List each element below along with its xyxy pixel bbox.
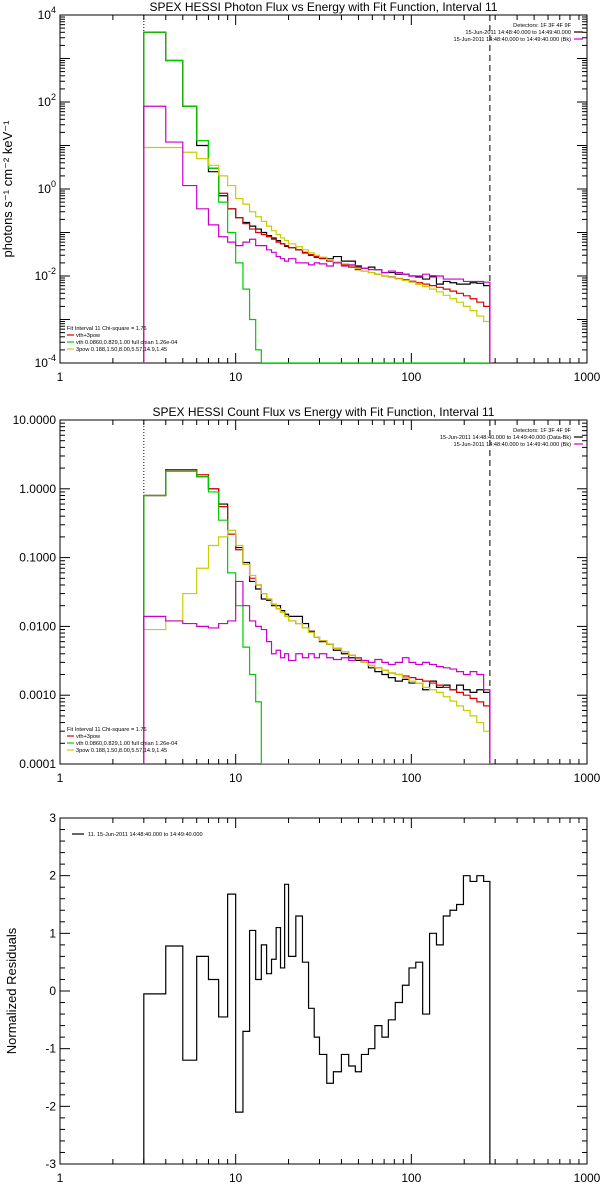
legend-entry: vth+3pow [76,333,101,339]
chart-title: SPEX HESSI Photon Flux vs Energy with Fi… [150,0,498,14]
legend-entry: 15-Jun-2011 14:48:40.000 to 14:49:40.000… [440,435,571,441]
x-tick-label: 10 [229,370,243,384]
y-tick-label: 0.0001 [19,757,56,771]
legend-entry: vth 0.0860,0.829,1.00 full chian 1.26e-0… [76,741,177,747]
legend-entry: 3pow 0.188,1.50,8.00,5.57,14.9,1.45 [76,347,167,353]
plot-frame [59,419,588,765]
x-tick-label: 100 [401,370,421,384]
y-tick-label: 1.0000 [19,482,56,496]
series-group [143,875,491,1164]
y-tick-label: 104 [38,5,56,22]
series-line-1 [143,875,491,1164]
legend-entry: 11. 15-Jun-2011 14:48:40.000 to 14:49:40… [88,832,203,838]
x-tick-label: 10 [229,771,243,785]
y-axis: 10-4 10-2 100 102 104 [35,5,587,370]
y-tick-label: 0.0010 [19,688,56,702]
legend-interval: 11. 15-Jun-2011 14:48:40.000 to 14:49:40… [72,832,203,838]
x-tick-label: 1000 [574,370,600,384]
x-tick-label: 1 [57,771,64,785]
series-line-1 [143,31,491,363]
series-line-4 [143,529,491,764]
series-line-3 [143,470,490,764]
series-line-1 [143,469,491,764]
legend-fit: Fit Interval 11 Chi-square = 1.76vth+3po… [67,727,177,754]
legend-entry: vth 0.0860,0.829,1.00 full chian 1.26e-0… [76,340,177,346]
y-tick-label: 1 [49,926,56,940]
chart-3: 1 10 100 1000 -3 -2 -1 0 1 2 3 Normalized Residuals… [4,811,600,1185]
series-group [143,31,491,363]
x-tick-label: 1 [57,1171,64,1185]
legend-entry: Detectors: 1F 3F 4F 9F [513,428,571,434]
y-tick-label: 102 [38,92,56,109]
y-axis: 0.0001 0.0010 0.0100 0.1000 1.0000 10.0000 [13,413,587,771]
legend-entry: 3pow 0.188,1.50,8.00,5.57,14.9,1.45 [76,748,167,754]
series-group [143,469,491,764]
legend-entry: Fit Interval 11 Chi-square = 1.76 [67,326,147,332]
x-tick-label: 100 [401,771,421,785]
x-tick-label: 100 [401,1171,421,1185]
series-line-5 [143,580,491,764]
legend-entry: 15-Jun-2011 14:48:40.000 to 14:49:40.000… [454,442,572,448]
legend-fit: Fit Interval 11 Chi-square = 1.76vth+3po… [67,326,177,353]
plot-frame [59,14,588,364]
x-tick-label: 1000 [574,771,600,785]
series-line-3 [143,31,490,363]
y-axis: -3 -2 -1 0 1 2 3 [45,811,587,1171]
chart-2: SPEX HESSI Count Flux vs Energy with Fit… [13,405,600,785]
legend-entry: vth+3pow [76,734,101,740]
y-tick-label: 3 [49,811,56,825]
y-tick-label: -2 [45,1099,56,1113]
chart-title: SPEX HESSI Count Flux vs Energy with Fit… [153,405,495,419]
legend-entry: Detectors: 1F 3F 4F 9F [513,23,571,29]
plot-frame [59,817,588,1165]
y-tick-label: 0.0100 [19,619,56,633]
series-line-4 [143,146,491,363]
x-tick-label: 10 [229,1171,243,1185]
y-tick-label: 0 [49,984,56,998]
y-tick-label: 10.0000 [13,413,57,427]
legend-entry: Fit Interval 11 Chi-square = 1.76 [67,727,147,733]
x-axis: 1 10 100 1000 [57,15,600,384]
chart-1: SPEX HESSI Photon Flux vs Energy with Fi… [0,0,600,384]
x-tick-label: 1 [57,370,64,384]
y-axis-label: Normalized Residuals [4,927,19,1054]
y-tick-label: -3 [45,1157,56,1171]
y-tick-label: 0.1000 [19,551,56,565]
y-axis-label: photons s⁻¹ cm⁻² keV⁻¹ [0,120,15,258]
series-line-2 [143,469,491,764]
x-tick-label: 1000 [574,1171,600,1185]
series-line-2 [143,31,491,363]
series-line-5 [143,105,491,363]
x-axis: 1 10 100 1000 [57,420,600,785]
y-tick-label: 2 [49,869,56,883]
y-tick-label: 100 [38,179,56,196]
y-tick-label: 10-4 [35,353,56,370]
legend-entry: 15-Jun-2011 14:48:40.000 to 14:49:40.000… [454,37,572,43]
x-axis: 1 10 100 1000 [57,818,600,1185]
y-tick-label: -1 [45,1042,56,1056]
legend-entry: 15-Jun-2011 14:48:40.000 to 14:49:40.000 [465,30,571,36]
y-tick-label: 10-2 [35,266,56,283]
